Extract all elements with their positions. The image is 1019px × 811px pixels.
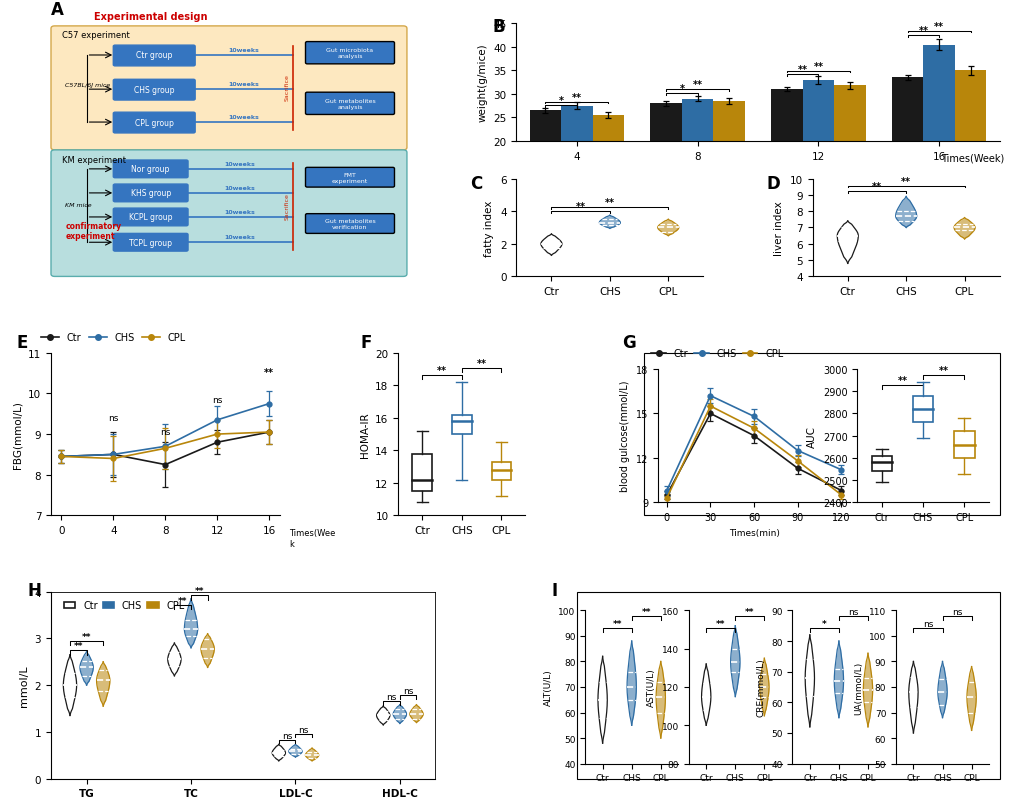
Bar: [451, 415, 471, 435]
Text: KM mice: KM mice: [65, 202, 92, 208]
Text: 10weeks: 10weeks: [227, 115, 259, 120]
Bar: [682, 100, 712, 235]
FancyBboxPatch shape: [113, 234, 187, 251]
Legend: Ctr, CHS, CPL: Ctr, CHS, CPL: [60, 597, 189, 615]
Text: CPL group: CPL group: [135, 118, 173, 127]
Text: G: G: [622, 334, 636, 352]
Text: Nor group: Nor group: [131, 165, 170, 174]
Text: Experimental design: Experimental design: [94, 12, 207, 22]
Text: F: F: [360, 334, 371, 352]
FancyBboxPatch shape: [113, 185, 187, 203]
Text: ns: ns: [386, 692, 396, 702]
Text: 10weeks: 10weeks: [227, 48, 259, 54]
Text: **: **: [264, 367, 274, 378]
Bar: [592, 116, 624, 235]
Bar: [650, 104, 682, 235]
Bar: [491, 462, 511, 480]
Text: ns: ns: [108, 414, 118, 423]
Text: H: H: [28, 581, 42, 599]
Text: Gut microbiota
analysis: Gut microbiota analysis: [326, 49, 373, 59]
Bar: [770, 90, 802, 235]
Text: **: **: [195, 586, 204, 596]
Text: Gut metabolites
verification: Gut metabolites verification: [324, 219, 375, 230]
Text: E: E: [16, 334, 29, 352]
Text: **: **: [604, 198, 614, 208]
Bar: [922, 45, 954, 235]
Y-axis label: liver index: liver index: [773, 201, 784, 255]
Text: Sacrifice: Sacrifice: [284, 74, 288, 101]
Bar: [802, 80, 834, 235]
Text: confirmatory
experiment: confirmatory experiment: [65, 221, 121, 241]
Text: 10weeks: 10weeks: [224, 235, 255, 240]
Text: **: **: [900, 176, 910, 187]
FancyBboxPatch shape: [306, 168, 394, 188]
Text: TCPL group: TCPL group: [129, 238, 172, 247]
Text: 10weeks: 10weeks: [224, 162, 255, 167]
Y-axis label: mmol/L: mmol/L: [19, 664, 30, 706]
FancyBboxPatch shape: [113, 113, 195, 134]
Text: A: A: [51, 2, 64, 19]
Text: 10weeks: 10weeks: [224, 186, 255, 191]
FancyBboxPatch shape: [51, 151, 407, 277]
Text: C57 experiment: C57 experiment: [61, 31, 129, 40]
Text: ns: ns: [212, 395, 222, 404]
Text: Ctr group: Ctr group: [136, 51, 172, 60]
Text: *: *: [558, 97, 564, 106]
Text: **: **: [575, 202, 585, 212]
Legend: Ctr, CHS, CPL: Ctr, CHS, CPL: [38, 329, 190, 346]
Text: Times(Wee
k: Times(Wee k: [288, 529, 335, 548]
Text: KCPL group: KCPL group: [128, 213, 172, 222]
Text: D: D: [765, 174, 779, 192]
Text: **: **: [177, 596, 187, 605]
Bar: [834, 86, 865, 235]
Text: **: **: [436, 365, 446, 375]
FancyBboxPatch shape: [306, 42, 394, 65]
Y-axis label: HOMA-IR: HOMA-IR: [360, 412, 369, 457]
FancyBboxPatch shape: [113, 80, 195, 101]
FancyBboxPatch shape: [306, 214, 394, 234]
Text: CHS group: CHS group: [133, 85, 174, 95]
Bar: [412, 454, 432, 491]
Text: Gut metabolites
analysis: Gut metabolites analysis: [324, 99, 375, 109]
Bar: [712, 101, 744, 235]
Text: 10weeks: 10weeks: [227, 82, 259, 88]
Text: **: **: [476, 358, 486, 369]
FancyBboxPatch shape: [51, 27, 407, 151]
Text: ns: ns: [403, 687, 413, 696]
Text: *: *: [679, 84, 684, 94]
Text: B: B: [492, 19, 504, 36]
Text: ns: ns: [160, 427, 170, 436]
Text: Times(Week): Times(Week): [941, 153, 1004, 163]
FancyBboxPatch shape: [306, 93, 394, 115]
Text: **: **: [933, 22, 944, 32]
Bar: [892, 79, 922, 235]
Y-axis label: fatty index: fatty index: [484, 200, 494, 256]
Text: Sacrifice: Sacrifice: [284, 193, 288, 220]
Text: FMT
experiment: FMT experiment: [331, 173, 368, 183]
Y-axis label: weight(g/mice): weight(g/mice): [478, 44, 487, 122]
Text: ns: ns: [299, 725, 309, 734]
Text: **: **: [692, 80, 702, 90]
Text: **: **: [871, 182, 881, 192]
Text: KM experiment: KM experiment: [61, 156, 125, 165]
FancyBboxPatch shape: [113, 46, 195, 67]
FancyBboxPatch shape: [113, 209, 187, 226]
Text: **: **: [917, 26, 927, 36]
Text: C57BL/6J mice: C57BL/6J mice: [65, 83, 110, 88]
Text: **: **: [797, 65, 807, 75]
Bar: [560, 106, 592, 235]
Text: I: I: [551, 581, 557, 599]
Bar: [954, 71, 985, 235]
Text: 10weeks: 10weeks: [224, 210, 255, 215]
Bar: [529, 111, 560, 235]
Text: **: **: [82, 632, 92, 641]
Text: KHS group: KHS group: [130, 189, 170, 198]
Text: **: **: [572, 92, 581, 102]
Text: C: C: [469, 174, 481, 192]
Text: **: **: [73, 642, 83, 650]
Text: ns: ns: [281, 731, 292, 740]
Text: **: **: [812, 62, 822, 71]
Y-axis label: FBG(mmol/L): FBG(mmol/L): [12, 401, 22, 469]
FancyBboxPatch shape: [113, 161, 187, 178]
